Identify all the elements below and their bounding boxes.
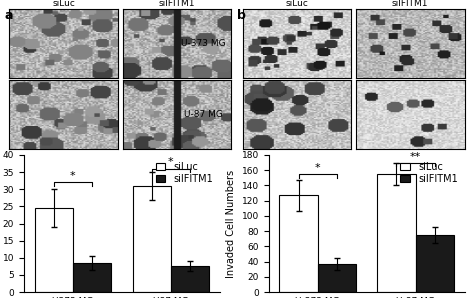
Bar bbox=[280, 195, 318, 292]
Bar bbox=[318, 264, 356, 292]
Title: siIFITM1: siIFITM1 bbox=[392, 0, 428, 8]
Text: a: a bbox=[5, 9, 13, 22]
Bar bbox=[35, 208, 73, 292]
Text: *: * bbox=[315, 163, 320, 173]
Text: *: * bbox=[168, 157, 173, 167]
Y-axis label: U-87 MG: U-87 MG bbox=[184, 110, 223, 119]
Y-axis label: Invaded Cell Numbers: Invaded Cell Numbers bbox=[226, 170, 236, 277]
Bar bbox=[171, 266, 209, 292]
Bar bbox=[73, 263, 111, 292]
Title: siLuc: siLuc bbox=[53, 0, 75, 8]
Text: *: * bbox=[70, 171, 75, 181]
Legend: siLuc, siIFITM1: siLuc, siIFITM1 bbox=[154, 160, 215, 186]
Title: siLuc: siLuc bbox=[285, 0, 309, 8]
Text: b: b bbox=[237, 9, 246, 22]
Bar bbox=[416, 235, 454, 292]
Title: siIFITM1: siIFITM1 bbox=[159, 0, 195, 8]
Bar bbox=[377, 174, 416, 292]
Bar bbox=[133, 186, 171, 292]
Legend: siLuc, siIFITM1: siLuc, siIFITM1 bbox=[399, 160, 460, 186]
Text: **: ** bbox=[410, 152, 421, 162]
Y-axis label: U-373 MG: U-373 MG bbox=[182, 39, 226, 48]
